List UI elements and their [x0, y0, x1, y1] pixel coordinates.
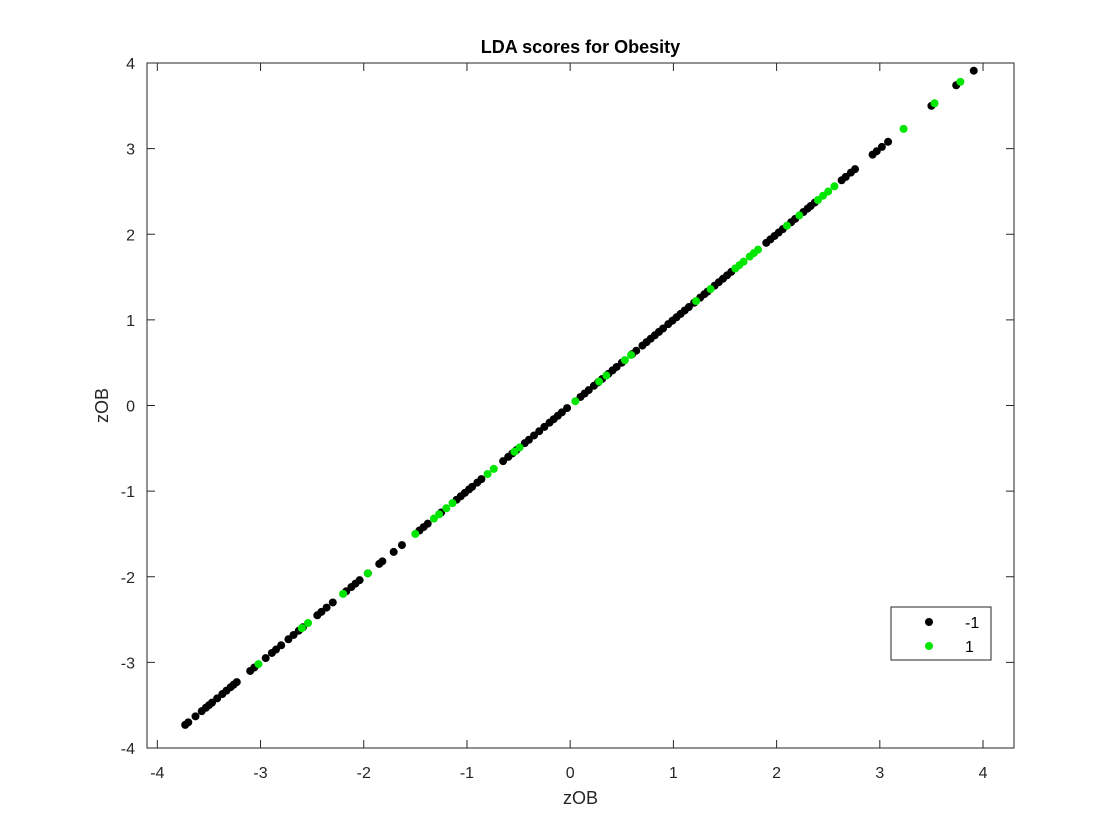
data-point-series-1	[297, 624, 306, 633]
x-tick-label: 0	[566, 765, 575, 782]
x-tick-label: -4	[150, 765, 164, 782]
data-point-series-1	[754, 245, 763, 254]
data-point-series-1	[435, 510, 444, 519]
data-point-series-0	[378, 557, 387, 566]
x-tick-label: 1	[669, 765, 678, 782]
x-axis-label: zOB	[563, 788, 598, 808]
y-tick-label: 1	[126, 313, 135, 330]
data-point-series-1	[515, 443, 524, 452]
data-point-series-1	[795, 211, 804, 220]
data-point-series-0	[322, 603, 331, 612]
x-tick-label: 2	[772, 765, 781, 782]
data-point-series-0	[397, 541, 406, 550]
x-tick-label: -2	[357, 765, 371, 782]
data-point-series-0	[563, 404, 572, 413]
plot-area	[146, 62, 1015, 749]
x-tick-label: -1	[460, 765, 474, 782]
y-tick-label: -4	[121, 741, 135, 758]
data-point-series-0	[969, 66, 978, 75]
data-point-series-1	[254, 660, 263, 669]
data-point-series-0	[423, 519, 432, 528]
data-point-series-1	[706, 285, 715, 294]
data-point-series-1	[627, 350, 636, 359]
data-point-series-1	[304, 618, 313, 627]
data-point-series-0	[851, 165, 860, 174]
data-point-series-0	[328, 598, 337, 607]
data-point-series-1	[442, 504, 451, 513]
data-point-series-0	[884, 137, 893, 146]
data-point-series-1	[899, 124, 908, 133]
legend-marker-series-1	[925, 642, 933, 650]
y-tick-label: -2	[121, 570, 135, 587]
data-point-series-1	[595, 377, 604, 386]
data-point-series-0	[389, 547, 398, 556]
legend-label-series-neg1: -1	[965, 615, 979, 632]
data-point-series-1	[956, 77, 965, 86]
data-point-series-0	[277, 641, 286, 650]
data-point-series-1	[448, 499, 457, 508]
data-point-series-1	[824, 187, 833, 196]
data-point-series-0	[355, 576, 364, 585]
data-point-series-0	[232, 678, 241, 687]
legend-box	[890, 606, 992, 661]
y-tick-label: 2	[126, 227, 135, 244]
data-point-series-1	[411, 529, 420, 538]
data-point-series-1	[339, 589, 348, 598]
data-point-series-0	[191, 712, 200, 721]
data-point-series-1	[739, 257, 748, 266]
data-point-series-1	[930, 99, 939, 108]
data-point-series-1	[830, 182, 839, 191]
y-tick-label: 0	[126, 399, 135, 416]
legend: -1 1	[890, 606, 992, 661]
data-point-series-1	[489, 464, 498, 473]
tick-labels: -4 -3 -2 -1 0 1 2 3 4 -4 -3 -2 -1 0 1 2 3 4	[121, 56, 988, 782]
y-tick-label: 4	[126, 56, 135, 73]
y-tick-label: -1	[121, 484, 135, 501]
data-points	[181, 66, 978, 729]
data-point-series-1	[782, 221, 791, 230]
ticks	[147, 62, 1014, 749]
data-point-series-0	[261, 654, 270, 663]
data-point-series-1	[363, 569, 372, 578]
y-tick-label: -3	[121, 655, 135, 672]
y-tick-label: 3	[126, 142, 135, 159]
legend-marker-series-neg1	[925, 618, 933, 626]
axes-box	[146, 62, 1015, 749]
data-point-series-1	[692, 297, 701, 306]
data-point-series-0	[184, 718, 193, 727]
legend-label-series-1: 1	[965, 639, 974, 656]
x-tick-label: 3	[875, 765, 884, 782]
data-point-series-0	[877, 142, 886, 151]
x-tick-label: -3	[253, 765, 267, 782]
x-tick-label: 4	[979, 765, 988, 782]
chart-title: LDA scores for Obesity	[481, 37, 680, 57]
data-point-series-1	[602, 371, 611, 380]
data-point-series-1	[571, 397, 580, 406]
y-axis-label: zOB	[92, 388, 112, 423]
data-point-series-1	[483, 470, 492, 478]
data-point-series-1	[620, 356, 629, 365]
data-point-series-0	[477, 475, 486, 484]
